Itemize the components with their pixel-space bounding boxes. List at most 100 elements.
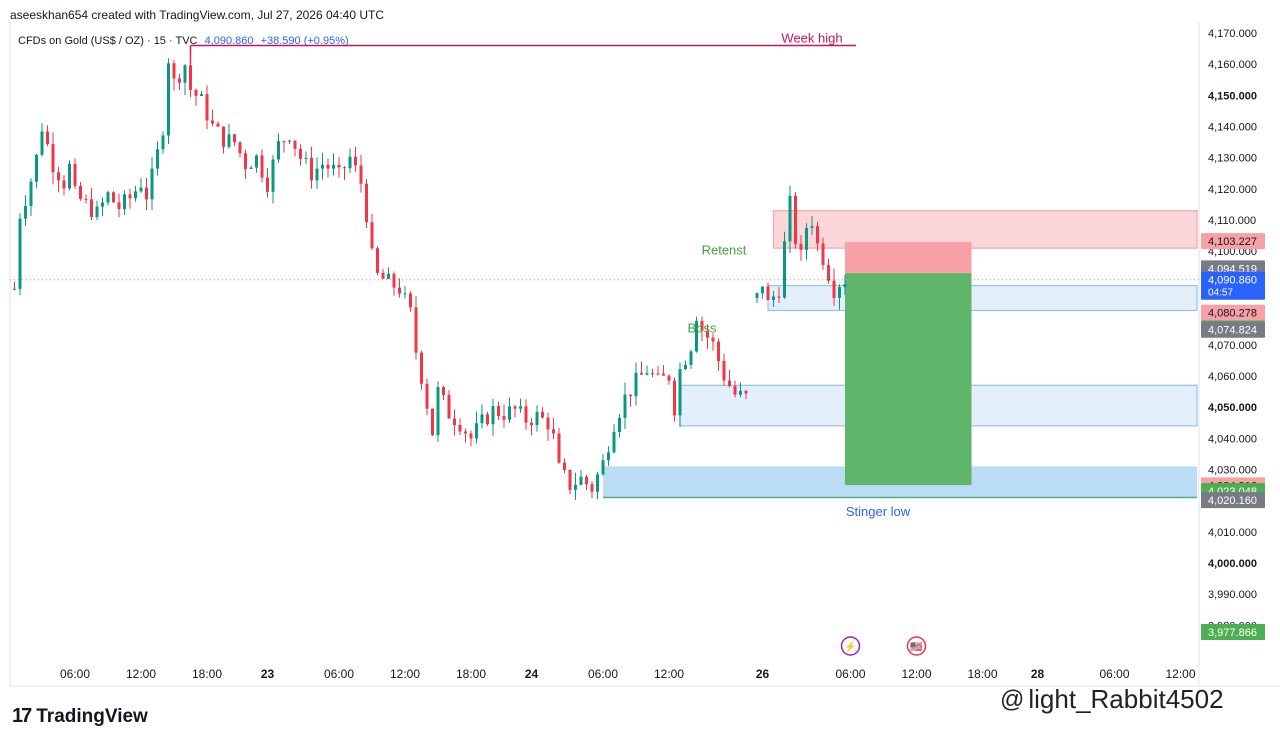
candle-body [40, 131, 44, 155]
candle-body [832, 280, 836, 298]
candle-body [475, 423, 478, 439]
candle-body [189, 65, 192, 90]
candle-body [535, 411, 539, 426]
candle-body [673, 380, 676, 416]
x-tick-label: 06:00 [324, 667, 354, 681]
candle-body [480, 414, 484, 424]
candle-body [57, 172, 60, 181]
x-tick-label: 18:00 [456, 667, 486, 681]
candle-body [46, 131, 49, 145]
tradingview-logo: 17 TradingView [12, 705, 148, 728]
candle-body [568, 470, 572, 490]
price-tag-bg [1201, 233, 1265, 250]
candle-body [508, 406, 511, 420]
candle-body [139, 187, 143, 192]
candle-body [513, 406, 517, 409]
candle-body [557, 433, 561, 463]
candle-body [590, 484, 594, 492]
candle-body [667, 375, 671, 381]
symbol-legend[interactable]: CFDs on Gold (US$ / OZ) · 15 · TVC 4,090… [18, 35, 349, 47]
x-tick-label: 26 [756, 667, 770, 681]
candle-body [662, 373, 665, 376]
candle-body [706, 330, 709, 338]
price-change: +38.590 (+0.95%) [260, 35, 349, 47]
candle-body [194, 89, 198, 96]
us-flag-event-icon-glyph: 🇺🇸 [910, 641, 923, 653]
candle-body [678, 369, 682, 416]
candle-body [123, 194, 126, 210]
price-tag-label: 4,020.160 [1208, 495, 1257, 507]
candle-body [288, 140, 291, 142]
annotation-stinger-low: Stinger low [846, 504, 911, 519]
candle-body [722, 361, 726, 381]
candle-body [519, 406, 522, 409]
candle-body [766, 286, 770, 301]
candle-body [233, 134, 236, 143]
candle-body [403, 293, 407, 295]
candle-body [431, 408, 434, 436]
candle-body [799, 243, 803, 250]
candle-body [29, 181, 33, 207]
candle-body [574, 484, 577, 490]
symbol-name: CFDs on Gold (US$ / OZ) · 15 · TVC [18, 35, 198, 47]
y-tick-label: 4,060.000 [1208, 371, 1257, 383]
candle-body [469, 433, 473, 439]
candle-body [777, 296, 781, 298]
candle-body [579, 476, 583, 485]
annotation-retenst: Retenst [702, 242, 747, 257]
tradingview-logo-text: TradingView [36, 705, 148, 727]
position-stop-zone [845, 241, 972, 274]
candle-body [629, 394, 632, 397]
candle-body [222, 126, 225, 147]
candle-body [282, 141, 286, 143]
price-tag-bg [1201, 492, 1265, 509]
candle-body [640, 372, 643, 375]
annotation-boss: Boss [688, 320, 717, 335]
y-tick-label: 4,030.000 [1208, 464, 1257, 476]
candle-body [227, 134, 231, 147]
candle-body [134, 191, 137, 199]
x-tick-label: 12:00 [901, 667, 931, 681]
y-tick-label: 4,050.000 [1208, 402, 1257, 414]
y-tick-label: 4,170.000 [1208, 28, 1257, 40]
y-tick-label: 4,010.000 [1208, 527, 1257, 539]
candle-body [244, 153, 247, 169]
y-tick-label: 4,160.000 [1208, 59, 1257, 71]
y-tick-label: 4,130.000 [1208, 153, 1257, 165]
candle-body [838, 287, 841, 298]
candle-body [453, 418, 456, 426]
candle-body [365, 183, 368, 223]
candle-body [172, 63, 176, 79]
price-tag-label: 4,080.278 [1208, 308, 1257, 320]
candle-body [200, 94, 203, 96]
candle-body [90, 199, 93, 218]
candle-body [167, 63, 170, 136]
y-tick-label: 4,070.000 [1208, 340, 1257, 352]
candle-body [695, 320, 698, 352]
candle-body [266, 177, 269, 192]
candle-body [821, 243, 825, 266]
price-tag-bg [1201, 624, 1265, 641]
y-tick-label: 4,100.000 [1208, 246, 1257, 258]
candle-body [656, 373, 660, 375]
candle-body [315, 168, 319, 181]
candle-body [68, 163, 71, 189]
candle-body [436, 387, 440, 436]
candle-body [458, 425, 462, 432]
candle-body [563, 462, 566, 471]
y-tick-label: 4,140.000 [1208, 122, 1257, 134]
candle-body [359, 165, 363, 184]
x-tick-label: 06:00 [60, 667, 90, 681]
candle-body [293, 140, 297, 149]
candle-body [216, 123, 220, 127]
candle-body [387, 273, 390, 279]
candle-body [348, 156, 352, 169]
candle-body [420, 352, 423, 384]
last-price: 4,090.860 [204, 35, 254, 47]
price-tag-label: 3,977.866 [1208, 627, 1257, 639]
candle-body [79, 186, 82, 199]
blue-retest-zone [767, 284, 1198, 312]
candle-body [128, 194, 132, 199]
x-tick-label: 18:00 [192, 667, 222, 681]
